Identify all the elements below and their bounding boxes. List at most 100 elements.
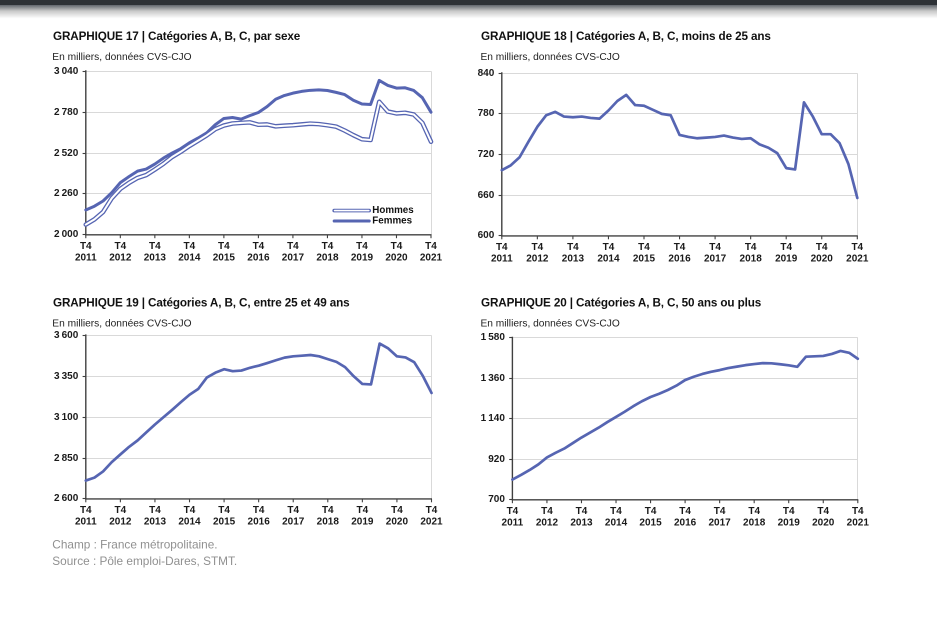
svg-text:2019: 2019 [351,517,374,528]
svg-text:2019: 2019 [351,253,374,264]
svg-text:2 260: 2 260 [54,188,79,199]
svg-text:2016: 2016 [668,254,691,265]
svg-text:T4: T4 [851,242,863,253]
svg-text:2020: 2020 [811,254,834,265]
svg-text:2012: 2012 [109,517,132,528]
svg-text:T4: T4 [714,506,726,517]
svg-text:2014: 2014 [178,517,201,528]
svg-text:2020: 2020 [386,517,409,528]
svg-text:2019: 2019 [778,518,801,529]
svg-text:T4: T4 [218,505,230,516]
svg-text:2015: 2015 [633,254,656,265]
svg-text:1 360: 1 360 [481,373,506,384]
svg-text:920: 920 [488,454,505,465]
svg-text:2017: 2017 [709,518,732,529]
svg-text:Femmes: Femmes [372,216,412,227]
svg-text:780: 780 [478,108,495,119]
svg-text:2012: 2012 [526,254,549,265]
svg-text:T4: T4 [253,505,265,516]
svg-text:T4: T4 [114,241,126,252]
svg-text:2020: 2020 [812,518,835,529]
svg-text:2 000: 2 000 [54,229,79,240]
svg-text:1 140: 1 140 [481,413,506,424]
svg-text:T4: T4 [356,241,368,252]
svg-text:3 100: 3 100 [54,412,79,423]
svg-text:GRAPHIQUE 18 | Catégories A, B: GRAPHIQUE 18 | Catégories A, B, C, moins… [481,30,771,43]
svg-text:2015: 2015 [213,517,236,528]
svg-text:2018: 2018 [743,518,766,529]
svg-text:2015: 2015 [639,518,662,529]
svg-text:700: 700 [488,494,505,505]
svg-text:T4: T4 [541,506,553,517]
svg-text:2011: 2011 [75,517,97,528]
svg-text:2014: 2014 [605,518,628,529]
svg-text:2020: 2020 [385,253,408,264]
svg-text:T4: T4 [610,506,622,517]
svg-text:T4: T4 [287,241,299,252]
svg-text:600: 600 [478,230,495,241]
svg-text:2 850: 2 850 [54,453,79,464]
svg-text:T4: T4 [852,506,864,517]
svg-text:1 580: 1 580 [481,332,506,343]
svg-text:2011: 2011 [502,518,524,529]
svg-text:Hommes: Hommes [372,205,414,216]
svg-text:T4: T4 [149,241,161,252]
svg-text:Champ : France métropolitaine.: Champ : France métropolitaine. [52,538,217,552]
svg-text:T4: T4 [816,242,828,253]
svg-text:840: 840 [478,68,495,79]
svg-text:En milliers, données CVS-CJO: En milliers, données CVS-CJO [52,318,191,329]
svg-text:2012: 2012 [536,518,559,529]
svg-text:2017: 2017 [282,253,305,264]
svg-text:3 040: 3 040 [54,66,79,77]
svg-text:2014: 2014 [597,254,620,265]
svg-text:T4: T4 [567,242,579,253]
svg-text:T4: T4 [576,506,588,517]
svg-text:T4: T4 [817,506,829,517]
svg-text:T4: T4 [532,242,544,253]
svg-text:Source : Pôle emploi-Dares, ST: Source : Pôle emploi-Dares, STMT. [52,554,237,568]
svg-text:660: 660 [478,190,495,201]
svg-text:2016: 2016 [248,517,271,528]
svg-text:GRAPHIQUE 19 | Catégories A, B: GRAPHIQUE 19 | Catégories A, B, C, entre… [53,296,350,309]
svg-text:720: 720 [478,149,495,160]
svg-text:2 520: 2 520 [54,148,79,159]
svg-text:T4: T4 [425,241,437,252]
svg-text:T4: T4 [507,506,519,517]
svg-text:2 600: 2 600 [54,493,79,504]
svg-text:2012: 2012 [109,253,132,264]
svg-text:T4: T4 [80,505,92,516]
svg-text:T4: T4 [645,506,657,517]
svg-text:En milliers, données CVS-CJO: En milliers, données CVS-CJO [481,52,620,63]
svg-text:3 600: 3 600 [54,330,79,341]
svg-text:T4: T4 [426,505,438,516]
svg-text:En milliers, données CVS-CJO: En milliers, données CVS-CJO [52,52,191,63]
svg-text:2021: 2021 [847,518,870,529]
svg-text:2017: 2017 [704,254,727,265]
svg-text:2013: 2013 [562,254,585,265]
svg-text:T4: T4 [391,241,403,252]
svg-text:T4: T4 [287,505,299,516]
svg-text:2021: 2021 [846,254,869,265]
svg-text:2 780: 2 780 [54,107,79,118]
svg-text:GRAPHIQUE 20 | Catégories A, B: GRAPHIQUE 20 | Catégories A, B, C, 50 an… [481,296,762,309]
svg-text:T4: T4 [80,241,92,252]
svg-text:T4: T4 [496,242,508,253]
svg-text:T4: T4 [322,241,334,252]
svg-text:T4: T4 [149,505,161,516]
svg-text:T4: T4 [391,505,403,516]
svg-text:T4: T4 [322,505,334,516]
svg-text:2013: 2013 [144,517,167,528]
svg-text:GRAPHIQUE 17 | Catégories A, B: GRAPHIQUE 17 | Catégories A, B, C, par s… [53,30,301,43]
svg-text:T4: T4 [184,505,196,516]
svg-text:2021: 2021 [420,253,443,264]
svg-text:T4: T4 [184,241,196,252]
svg-text:T4: T4 [115,505,127,516]
svg-text:2018: 2018 [316,253,339,264]
svg-text:2016: 2016 [247,253,270,264]
svg-text:2019: 2019 [775,254,798,265]
svg-text:T4: T4 [748,506,760,517]
svg-text:2013: 2013 [570,518,593,529]
svg-text:2016: 2016 [674,518,697,529]
svg-text:T4: T4 [674,242,686,253]
svg-text:3 350: 3 350 [54,371,79,382]
